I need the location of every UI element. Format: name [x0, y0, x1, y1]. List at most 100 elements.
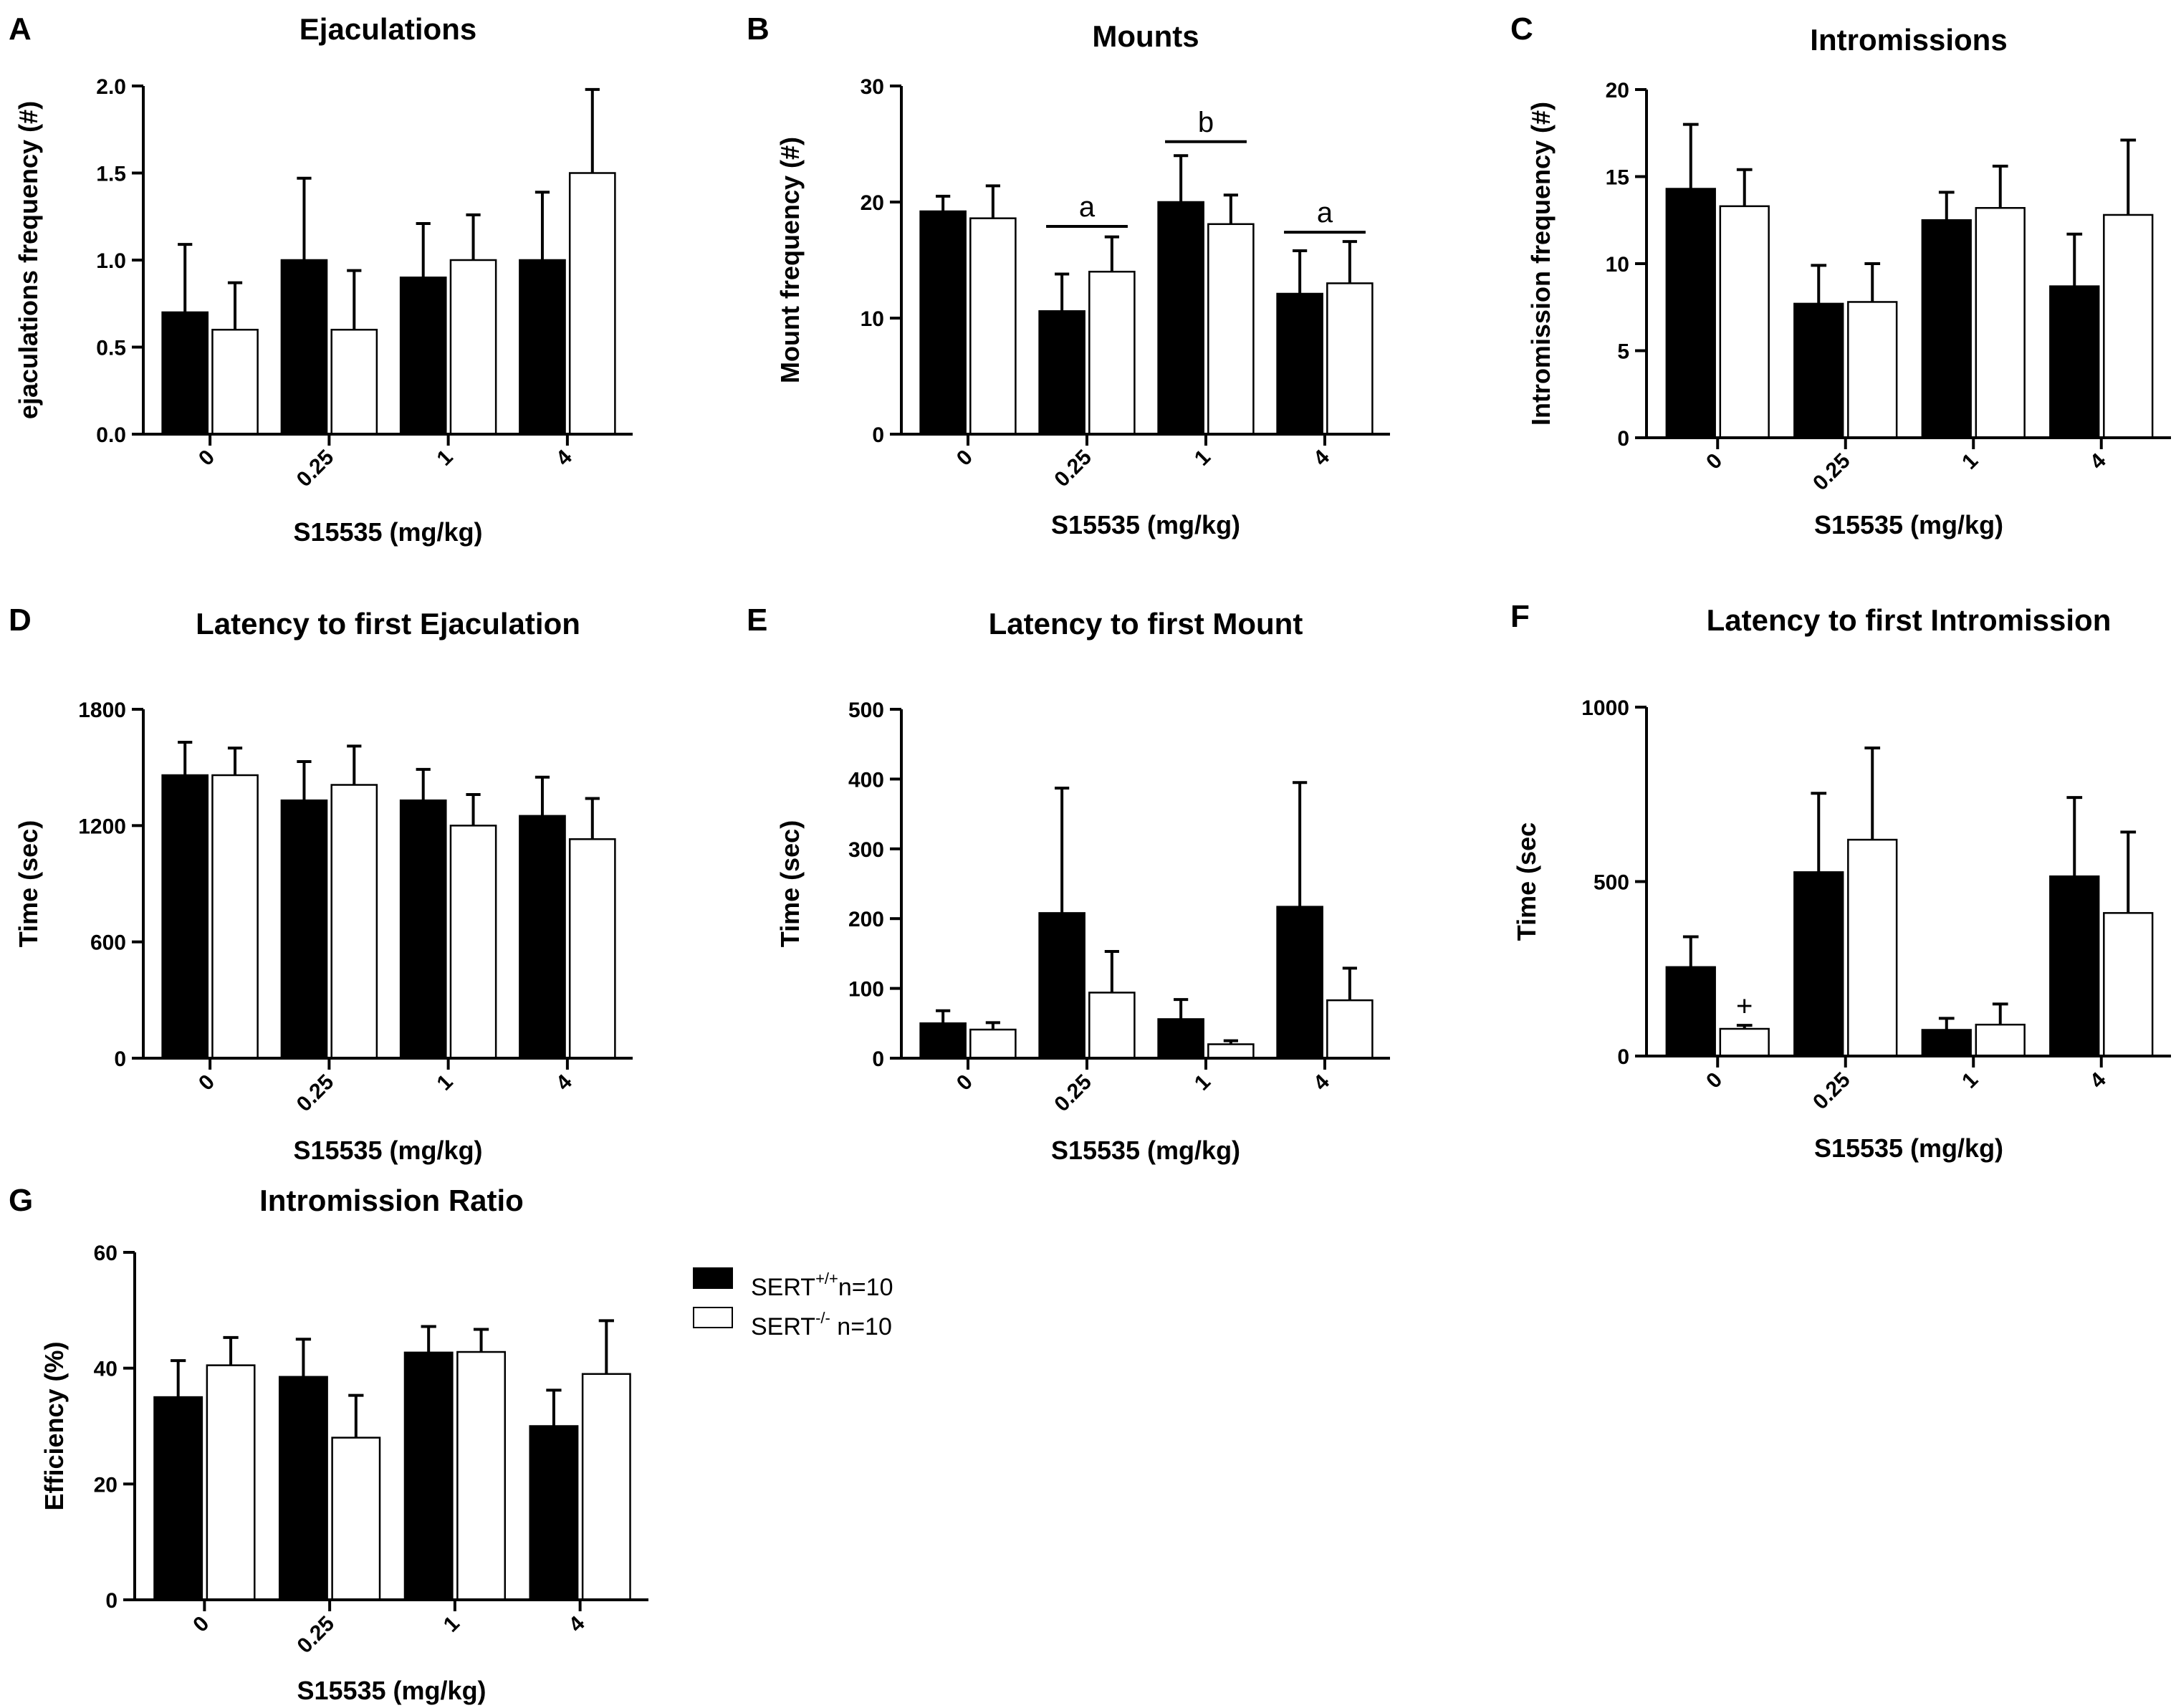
- legend: SERT+/+n=10 SERT-/- n=10: [693, 1267, 893, 1340]
- x-axis-label-f: S15535 (mg/kg): [1814, 1133, 2003, 1163]
- legend-label-sert-ko: SERT-/- n=10: [751, 1309, 892, 1340]
- ytick-label-f: 1000: [1581, 696, 1629, 720]
- xtick-label-b: 0.25: [1050, 446, 1096, 492]
- panel-label-f: F: [1510, 599, 1530, 634]
- legend-swatch-sert-wt: [693, 1267, 733, 1289]
- y-axis-label-e: Time (sec): [775, 820, 805, 947]
- xtick-label-a: 0.25: [292, 446, 339, 492]
- annotation-b-2: a: [1317, 197, 1333, 229]
- ytick-label-c: 15: [1606, 166, 1629, 190]
- bar-e-s1-3: [1276, 906, 1323, 1060]
- ytick-label-c: 5: [1617, 340, 1629, 364]
- xtick-label-d: 0.25: [292, 1070, 339, 1117]
- xtick-label-c: 0: [1702, 449, 1727, 474]
- x-axis-label-b: S15535 (mg/kg): [1051, 510, 1240, 539]
- ytick-label-d: 600: [90, 931, 126, 955]
- bar-g-s2-1: [331, 1436, 381, 1601]
- ytick-label-d: 0: [114, 1047, 126, 1071]
- xtick-label-b: 1: [1190, 446, 1215, 471]
- bar-g-s2-3: [581, 1373, 631, 1601]
- bar-f-s2-2: [1975, 1023, 2026, 1057]
- chart-title-f: Latency to first Intromission: [1707, 603, 2112, 637]
- ytick-label-g: 60: [94, 1242, 118, 1265]
- panel-label-g: G: [9, 1183, 33, 1218]
- bar-a-s1-2: [399, 277, 447, 436]
- chart-title-b: Mounts: [1092, 19, 1199, 53]
- bar-a-s1-1: [280, 259, 328, 436]
- annotation-b-0: a: [1079, 191, 1096, 223]
- xtick-label-g: 4: [564, 1611, 589, 1636]
- chart-title-c: Intromissions: [1810, 23, 2007, 57]
- bar-c-s2-0: [1719, 205, 1770, 439]
- ytick-label-e: 200: [848, 908, 884, 931]
- x-axis-label-a: S15535 (mg/kg): [293, 517, 482, 547]
- ytick-label-f: 0: [1617, 1045, 1629, 1069]
- xtick-label-f: 0.25: [1808, 1068, 1855, 1115]
- bar-f-s1-3: [2049, 875, 2100, 1057]
- xtick-label-b: 4: [1309, 445, 1334, 470]
- xtick-label-e: 0.25: [1050, 1070, 1096, 1117]
- xtick-label-d: 1: [432, 1070, 457, 1095]
- chart-title-d: Latency to first Ejaculation: [196, 607, 580, 640]
- ytick-label-a: 1.0: [96, 249, 126, 273]
- chart-title-a: Ejaculations: [299, 12, 476, 46]
- bar-d-s2-1: [330, 784, 378, 1060]
- bar-c-s2-1: [1847, 301, 1898, 439]
- panel-f: F Latency to first Intromission 0 500 1000 0 0…: [1510, 599, 2171, 1163]
- panel-c: C Intromissions 0 5 10 15 20 0 0.25 1 4 S15535 (mg/…: [1510, 11, 2171, 539]
- y-axis-label-a: ejaculations frequency (#): [14, 101, 43, 419]
- ytick-label-c: 0: [1617, 427, 1629, 451]
- bar-e-s2-1: [1088, 992, 1136, 1060]
- bar-b-s1-1: [1038, 310, 1085, 436]
- ytick-label-e: 500: [848, 699, 884, 722]
- panel-label-e: E: [747, 603, 767, 638]
- xtick-label-a: 4: [552, 445, 577, 470]
- bar-e-s1-0: [919, 1022, 967, 1060]
- chart-title-e: Latency to first Mount: [989, 607, 1303, 640]
- bar-c-s1-2: [1921, 219, 1972, 439]
- bar-g-s2-0: [206, 1364, 256, 1601]
- xtick-label-a: 1: [432, 446, 457, 471]
- bar-b-s2-0: [969, 217, 1017, 436]
- xtick-label-d: 0: [194, 1070, 219, 1095]
- xtick-label-g: 0.25: [292, 1612, 339, 1659]
- bar-g-s1-0: [153, 1396, 203, 1601]
- bar-a-s2-2: [449, 259, 497, 436]
- xtick-label-b: 0: [952, 446, 977, 471]
- panel-g: G Intromission Ratio 0 20 40 60 0 0.25 1 4 S15535 …: [9, 1183, 648, 1705]
- y-axis-label-f: Time (sec: [1512, 822, 1541, 941]
- xtick-label-g: 1: [439, 1612, 464, 1637]
- ytick-label-g: 20: [94, 1473, 118, 1497]
- legend-label-sert-wt: SERT+/+n=10: [751, 1270, 893, 1301]
- panel-label-a: A: [9, 11, 32, 47]
- xtick-label-c: 0.25: [1808, 449, 1855, 496]
- ytick-label-c: 10: [1606, 253, 1629, 277]
- xtick-label-e: 4: [1309, 1070, 1334, 1095]
- xtick-label-f: 1: [1957, 1068, 1983, 1093]
- panel-label-b: B: [747, 11, 770, 47]
- ytick-label-a: 0.0: [96, 423, 126, 447]
- xtick-label-a: 0: [194, 446, 219, 471]
- xtick-label-f: 4: [2086, 1068, 2111, 1093]
- bar-e-s1-1: [1038, 912, 1085, 1060]
- panel-label-c: C: [1510, 11, 1533, 47]
- bar-d-s1-1: [280, 799, 328, 1060]
- y-axis-label-b: Mount frequency (#): [775, 137, 805, 383]
- x-axis-label-g: S15535 (mg/kg): [297, 1676, 486, 1705]
- x-axis-label-d: S15535 (mg/kg): [293, 1136, 482, 1165]
- bar-f-s1-1: [1793, 871, 1844, 1057]
- bar-f-s2-1: [1847, 838, 1898, 1057]
- bar-b-s2-3: [1326, 282, 1374, 436]
- ytick-label-a: 2.0: [96, 75, 126, 99]
- ytick-label-b: 30: [861, 75, 884, 99]
- panel-d: D Latency to first Ejaculation 0 600 1200 180…: [9, 603, 633, 1165]
- xtick-label-f: 0: [1702, 1068, 1727, 1093]
- bar-g-s1-3: [529, 1425, 579, 1601]
- xtick-label-c: 1: [1957, 449, 1983, 474]
- ytick-label-b: 0: [872, 423, 884, 447]
- bar-b-s2-2: [1207, 223, 1255, 436]
- ytick-label-f: 500: [1593, 871, 1629, 895]
- bar-d-s1-0: [161, 774, 209, 1060]
- bar-e-s2-3: [1326, 999, 1374, 1060]
- bar-a-s1-3: [519, 259, 566, 436]
